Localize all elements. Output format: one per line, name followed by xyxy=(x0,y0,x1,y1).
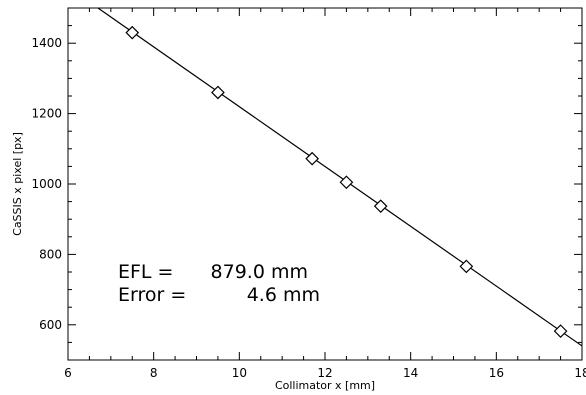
x-axis-title: Collimator x [mm] xyxy=(275,379,375,392)
x-tick-label: 18 xyxy=(574,366,586,380)
data-point xyxy=(211,85,225,100)
plot-frame xyxy=(67,7,583,361)
y-tick-label: 1200 xyxy=(31,107,62,121)
y-tick-label: 1000 xyxy=(31,177,62,191)
y-tick-label: 1400 xyxy=(31,36,62,50)
data-point xyxy=(553,324,568,338)
data-point xyxy=(373,199,388,214)
y-tick-label: 600 xyxy=(39,318,62,332)
x-tick-label: 6 xyxy=(64,366,72,380)
error-value: 4.6 mm xyxy=(247,284,320,306)
error-label: Error = xyxy=(118,284,186,306)
efl-value: 879.0 mm xyxy=(211,261,308,283)
efl-label: EFL = xyxy=(118,261,173,283)
data-point xyxy=(459,259,474,274)
x-tick-label: 12 xyxy=(317,366,332,380)
fit-line xyxy=(97,8,582,347)
y-tick-labels: 600 800 1000 1200 1400 xyxy=(31,36,62,332)
data-point xyxy=(305,151,319,166)
x-tick-label: 14 xyxy=(403,366,418,380)
x-tick-label: 8 xyxy=(150,366,158,380)
data-point xyxy=(125,25,140,40)
axis-ticks xyxy=(67,7,583,361)
x-tick-labels: 6 8 10 12 14 16 18 xyxy=(64,366,586,380)
y-tick-label: 800 xyxy=(39,247,62,261)
y-axis-title: CaSSIS x pixel [px] xyxy=(11,132,24,236)
data-points xyxy=(125,25,568,338)
data-point xyxy=(339,175,354,190)
x-tick-label: 16 xyxy=(489,366,504,380)
x-tick-label: 10 xyxy=(232,366,247,380)
